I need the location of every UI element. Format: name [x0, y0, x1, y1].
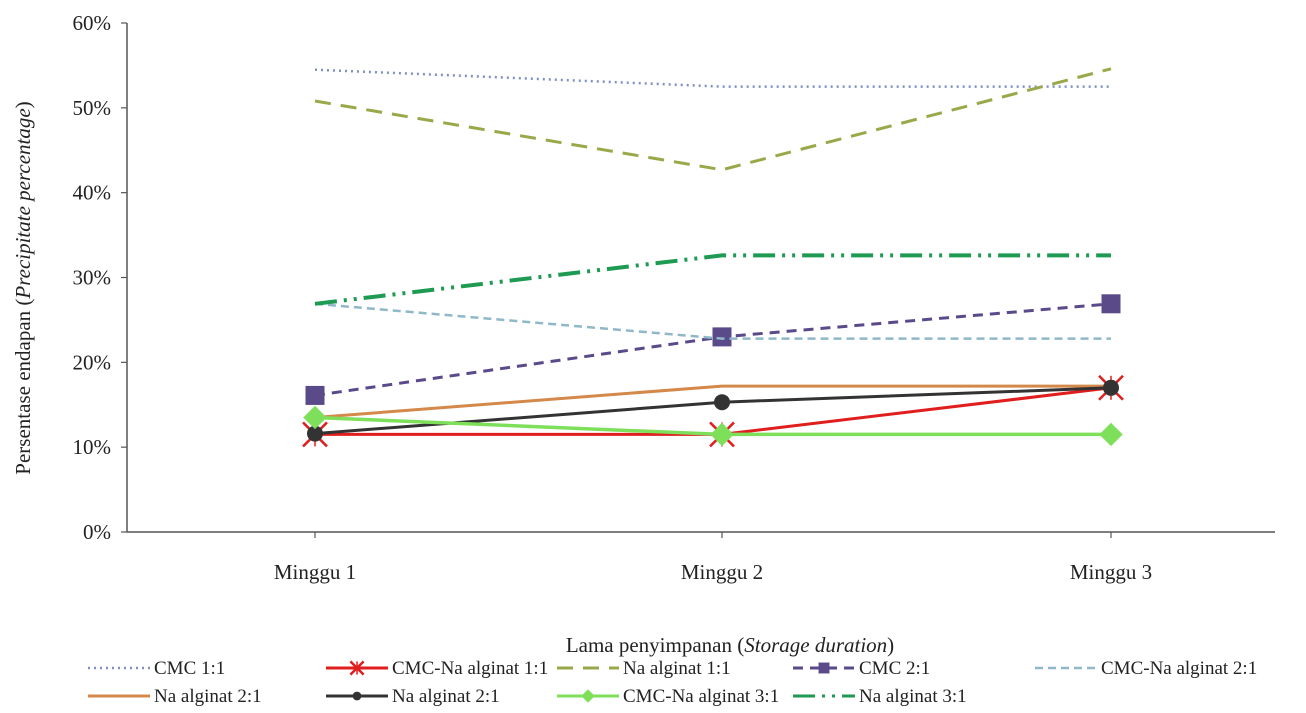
square-marker — [1101, 294, 1121, 314]
legend-label: Na alginat 2:1 — [154, 686, 262, 707]
legend-entry: CMC-Na alginat 3:1 — [557, 686, 779, 707]
square-marker — [712, 327, 732, 347]
y-tick-label: 50% — [73, 96, 112, 120]
y-axis-label-italic: Precipitate percentage — [11, 108, 35, 299]
x-axis-label: Lama penyimpanan (Storage duration) — [566, 633, 894, 657]
square-marker — [818, 662, 830, 674]
legend-label: Na alginat 3:1 — [859, 686, 967, 707]
legend-label: CMC-Na alginat 3:1 — [623, 686, 779, 707]
circle-marker — [1103, 379, 1119, 396]
legend-label: CMC 2:1 — [859, 658, 930, 679]
x-axis-label-suffix: ) — [887, 633, 894, 657]
series-5 — [314, 302, 1111, 340]
star-marker — [349, 660, 365, 676]
y-axis-label: Persentase endapan (Precipitate percenta… — [11, 101, 35, 474]
diamond-marker — [1099, 422, 1123, 447]
y-tick-label: 60% — [73, 11, 112, 35]
square-marker — [305, 385, 325, 405]
circle-marker — [714, 394, 730, 411]
x-axis-label-italic: Storage duration — [744, 633, 887, 657]
series-8 — [303, 405, 1123, 447]
series-1 — [314, 68, 1111, 88]
y-tick-label: 10% — [73, 435, 112, 459]
series-line — [314, 302, 1112, 397]
legend-entry: Na alginat 2:1 — [88, 686, 262, 707]
legend-label: CMC-Na alginat 1:1 — [392, 658, 548, 679]
diamond-marker — [581, 689, 595, 703]
legend-entry: CMC-Na alginat 1:1 — [326, 658, 548, 679]
series-line — [314, 67, 1112, 172]
series-line — [314, 68, 1111, 88]
legend-label: Na alginat 2:1 — [392, 686, 500, 707]
axes: 0% 10% 20% 30% 40% 50% 60% Minggu 1 Minggu 2 Ming… — [73, 11, 1275, 584]
legend-entry: Na alginat 2:1 — [326, 686, 500, 707]
circle-marker — [307, 425, 323, 442]
x-tick-label: Minggu 2 — [681, 560, 763, 584]
legend-entry: Na alginat 3:1 — [793, 686, 967, 707]
series-line — [314, 384, 1111, 419]
diamond-marker — [710, 422, 734, 447]
legend-entry: CMC 1:1 — [88, 658, 225, 679]
series-layer — [302, 67, 1124, 448]
series-3 — [314, 67, 1112, 172]
y-axis-label-prefix: Persentase endapan ( — [11, 299, 35, 475]
series-6 — [314, 384, 1111, 419]
y-tick-label: 0% — [83, 520, 111, 544]
legend: CMC 1:1 CMC-Na alginat 1:1 Na alginat 1:1 C… — [88, 658, 1257, 707]
legend-label: CMC 1:1 — [154, 658, 225, 679]
series-9 — [314, 253, 1111, 306]
legend-entry: CMC-Na alginat 2:1 — [1035, 658, 1257, 679]
legend-label: CMC-Na alginat 2:1 — [1101, 658, 1257, 679]
series-4 — [305, 294, 1121, 405]
diamond-marker — [303, 405, 327, 430]
legend-label: Na alginat 1:1 — [623, 658, 731, 679]
x-tick-label: Minggu 1 — [274, 560, 356, 584]
series-line — [315, 386, 1112, 436]
y-tick-label: 20% — [73, 350, 112, 374]
y-tick-label: 40% — [73, 181, 112, 205]
x-axis-label-prefix: Lama penyimpanan ( — [566, 633, 744, 657]
series-line — [314, 253, 1111, 306]
circle-marker — [352, 691, 362, 701]
series-line — [314, 302, 1111, 340]
y-axis-label-suffix: ) — [11, 101, 35, 108]
legend-entry: Na alginat 1:1 — [557, 658, 731, 679]
x-tick-label: Minggu 3 — [1070, 560, 1152, 584]
legend-entry: CMC 2:1 — [793, 658, 930, 679]
y-tick-label: 30% — [73, 266, 112, 290]
